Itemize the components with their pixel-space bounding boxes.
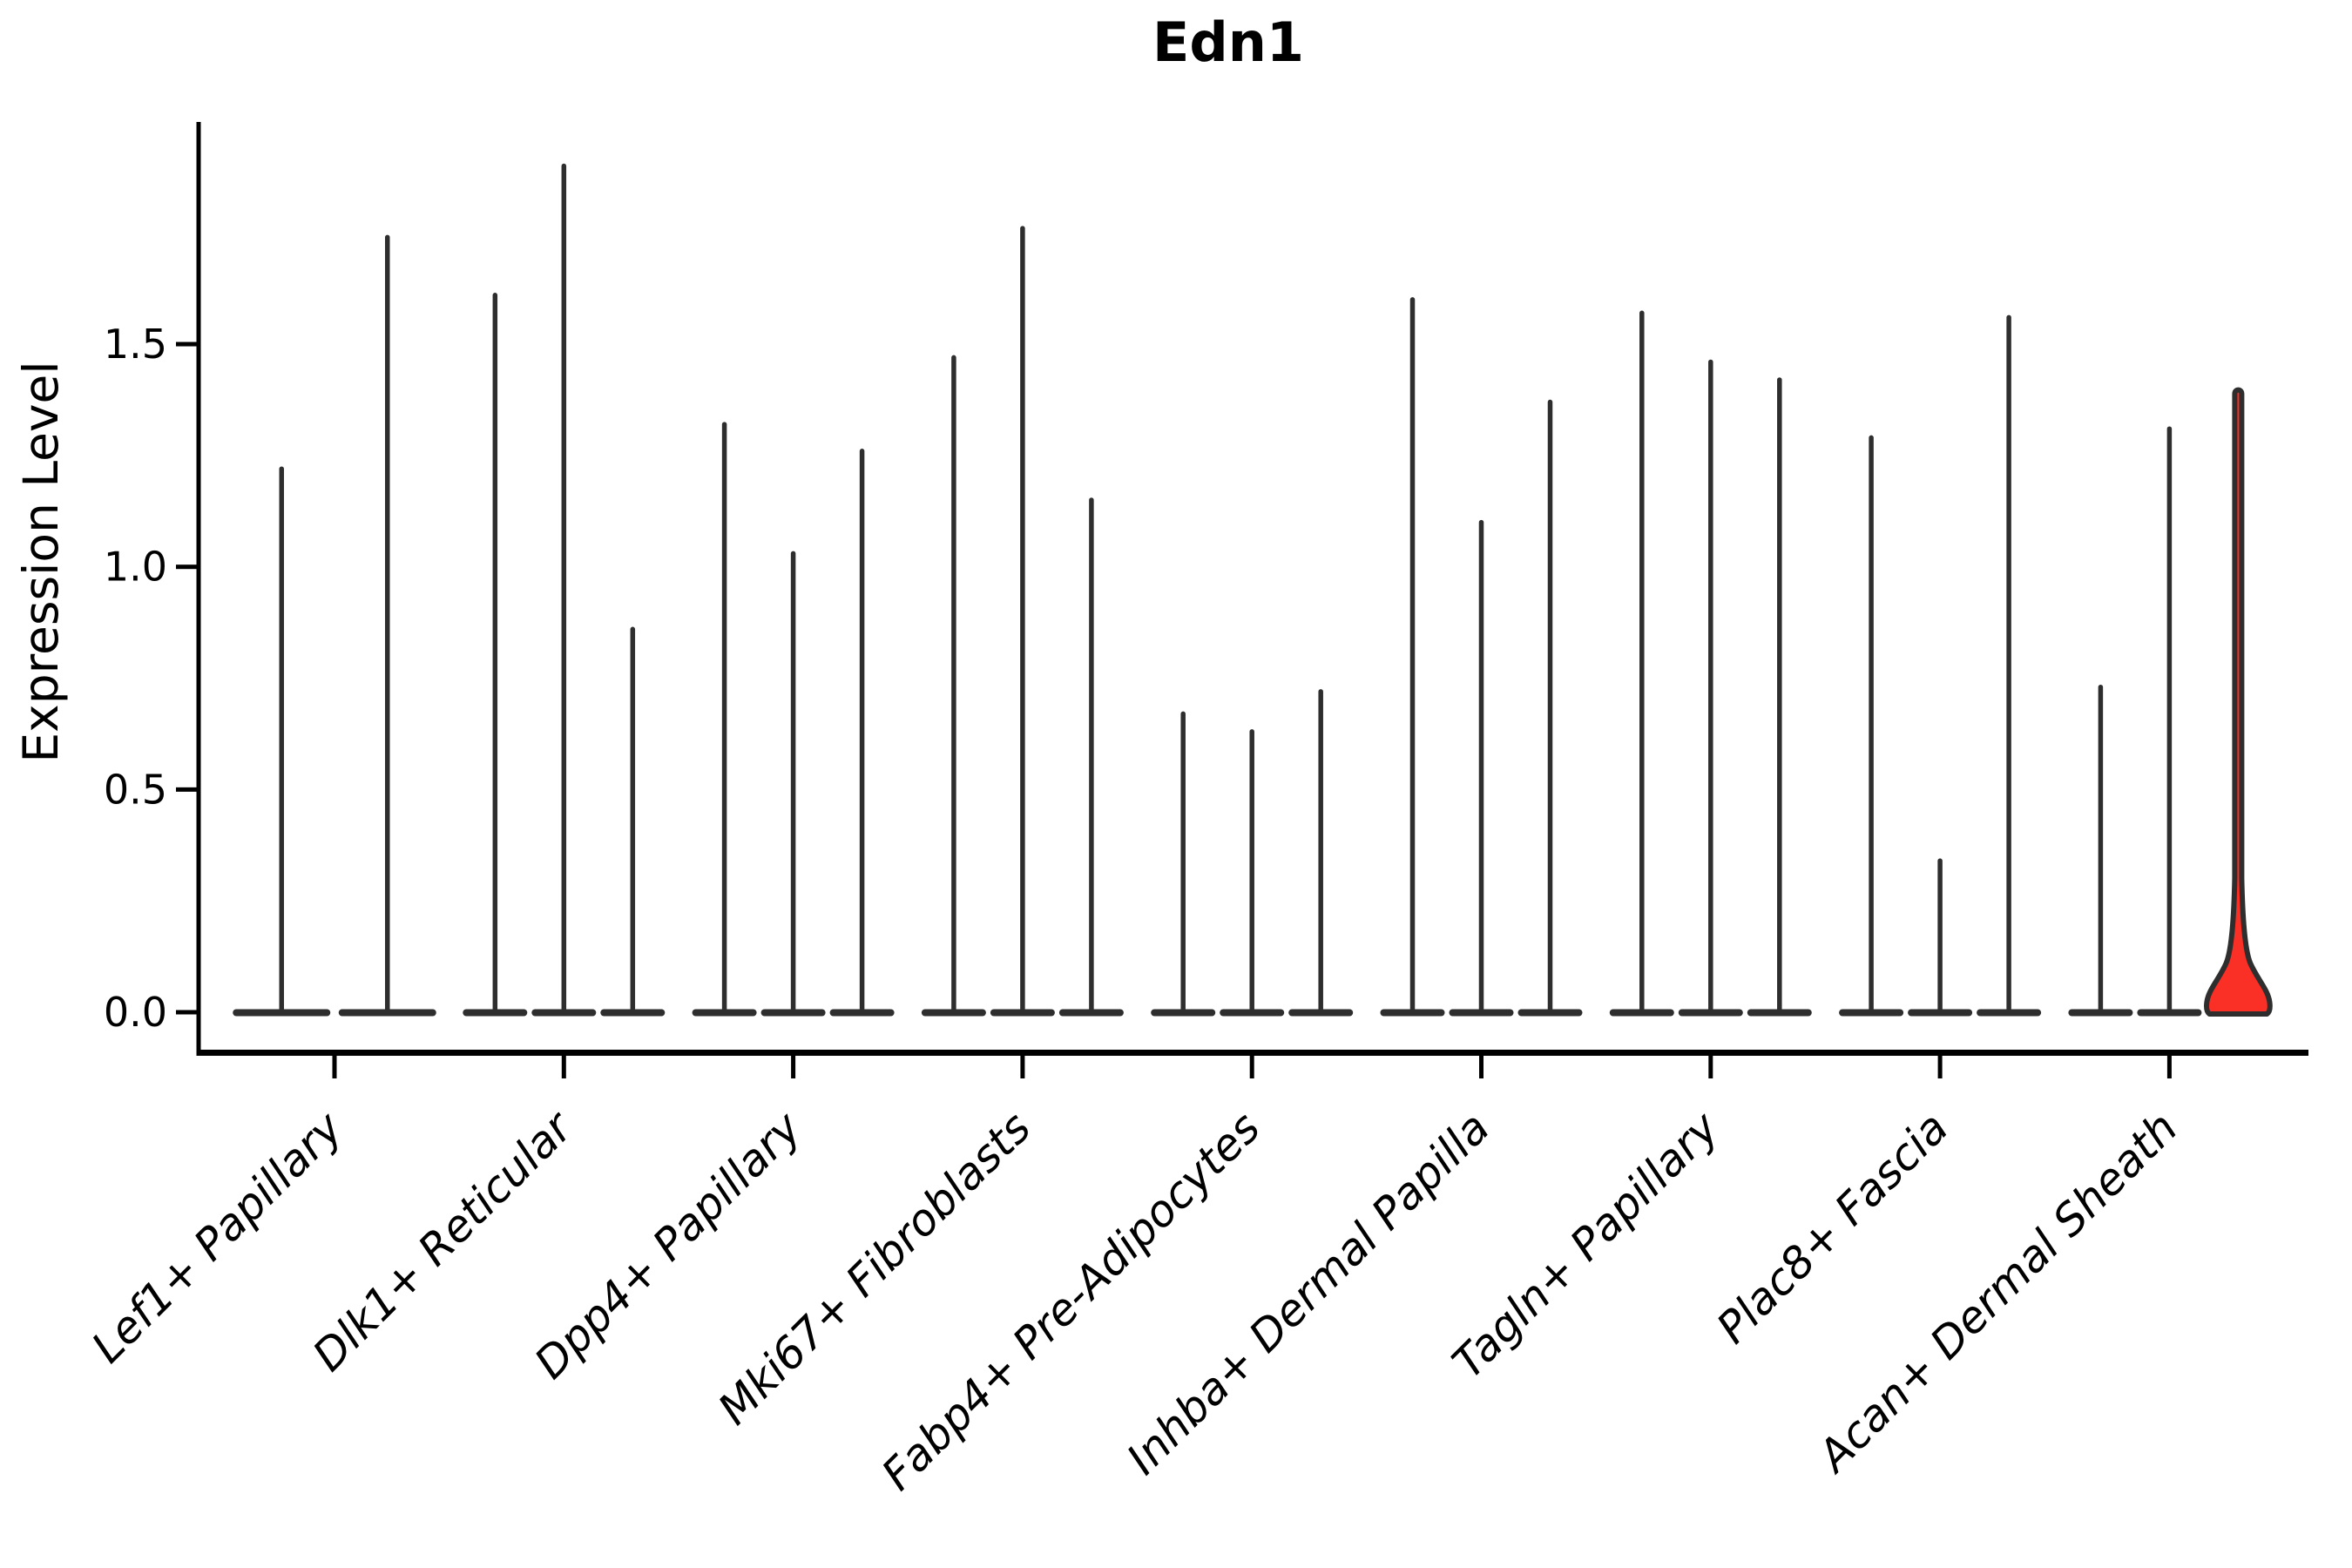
y-axis-spine [196,122,201,1056]
y-tick-label: 1.5 [104,321,167,368]
x-tick-label: Fabp4+ Pre-Adipocytes [872,1102,1270,1500]
x-axis-spine [196,1050,2308,1056]
y-tick-label: 1.0 [104,544,167,591]
y-tick-label: 0.0 [104,989,167,1036]
x-tick [791,1056,796,1078]
y-tick [176,341,199,347]
x-tick [1937,1056,1943,1078]
x-tick [561,1056,566,1078]
x-tick-label: Acan+ Dermal Sheath [1807,1102,2187,1483]
x-tick [332,1056,337,1078]
x-tick [1708,1056,1713,1078]
x-tick [1479,1056,1484,1078]
x-tick-label: Plac8+ Fascia [1707,1102,1958,1353]
x-tick [1020,1056,1025,1078]
y-tick [176,564,199,570]
x-tick-label: Inhba+ Dermal Papilla [1118,1102,1499,1484]
chart-title: Edn1 [1152,10,1305,74]
x-tick-label: Lef1+ Papillary [82,1101,353,1372]
y-tick-label: 0.5 [104,766,167,813]
y-tick [176,787,199,792]
y-tick [176,1010,199,1015]
x-tick [2166,1056,2172,1078]
x-tick [1249,1056,1254,1078]
violin-highlighted [2204,387,2273,1017]
